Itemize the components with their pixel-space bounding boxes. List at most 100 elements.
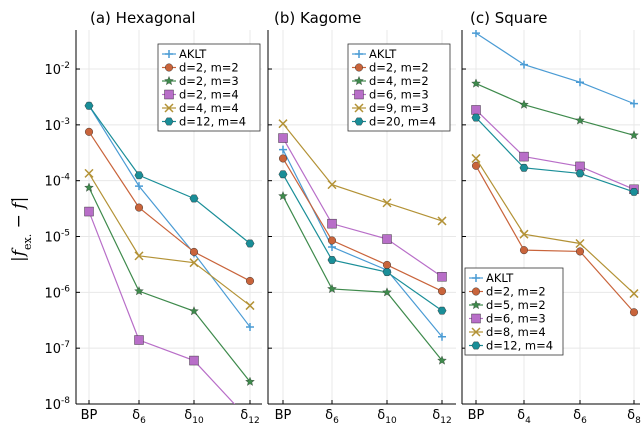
legend-box — [464, 267, 564, 356]
data-point — [134, 335, 144, 345]
legend-marker — [164, 63, 173, 72]
legend-marker — [471, 313, 481, 324]
legend-marker — [354, 75, 364, 86]
series-line — [475, 117, 635, 193]
data-point — [576, 78, 584, 87]
data-point — [327, 218, 337, 229]
y-tick-label: 10-5 — [44, 229, 70, 246]
legend-entry: d=20, m=4 — [369, 115, 436, 129]
data-point — [135, 182, 143, 191]
data-point — [630, 308, 639, 317]
data-point — [382, 198, 392, 208]
series-group — [84, 101, 255, 404]
legend-marker — [355, 63, 364, 72]
legend-entry: d=4, m=2 — [369, 74, 429, 88]
panel-title: (a) Hexagonal — [90, 9, 196, 27]
legend-entry: AKLT — [486, 271, 514, 285]
legend-marker — [165, 50, 173, 58]
series-line — [475, 109, 635, 190]
data-point — [520, 60, 528, 69]
series-line — [475, 32, 635, 105]
legend-entry: d=2, m=2 — [486, 285, 546, 299]
data-point — [189, 247, 198, 256]
data-point — [629, 130, 639, 140]
series-line — [475, 165, 635, 313]
x-tick-label: BP — [468, 408, 485, 423]
series-line — [88, 211, 236, 404]
y-tick-label: 10-8 — [44, 396, 70, 413]
legend-box — [347, 43, 451, 132]
panel-title: (c) Square — [470, 9, 548, 27]
data-point — [327, 256, 337, 264]
series-group — [278, 119, 447, 365]
y-tick-label: 10-4 — [44, 173, 70, 190]
series-group — [471, 30, 639, 317]
series-line — [88, 187, 251, 383]
data-point — [278, 119, 288, 129]
x-tick-label: δ6 — [325, 408, 339, 424]
data-point — [629, 188, 639, 196]
data-point — [84, 182, 94, 192]
series-line — [475, 82, 635, 136]
legend-entry: d=6, m=3 — [369, 88, 429, 102]
data-point — [437, 306, 447, 315]
x-tick-label: δ12 — [432, 408, 451, 424]
legend-box — [157, 43, 261, 132]
data-point — [84, 101, 94, 110]
x-tick-label: BP — [81, 408, 98, 423]
series-line — [282, 158, 443, 292]
x-tick-label: δ10 — [184, 408, 204, 424]
legend-marker — [472, 287, 481, 296]
legend-marker — [354, 103, 364, 113]
data-point — [519, 99, 529, 109]
legend-entry: d=6, m=3 — [486, 312, 546, 326]
data-point — [279, 154, 288, 163]
y-tick-label: 10-7 — [44, 340, 70, 357]
legend-entry: d=4, m=4 — [179, 101, 239, 115]
data-point — [189, 258, 199, 268]
legend-marker — [354, 117, 364, 126]
data-point — [437, 216, 447, 226]
legend-entry: d=8, m=4 — [486, 325, 546, 339]
data-point — [134, 171, 144, 180]
data-point — [134, 203, 143, 212]
series-line — [88, 105, 251, 244]
data-point — [519, 163, 529, 172]
data-point — [327, 283, 337, 294]
data-point — [575, 169, 585, 178]
series-line — [282, 149, 443, 338]
series-line — [282, 174, 443, 312]
legend-entry: AKLT — [179, 47, 207, 61]
legend-entry: d=12, m=4 — [179, 115, 246, 129]
data-point — [189, 194, 199, 203]
legend-marker — [164, 89, 174, 100]
data-point — [472, 30, 480, 38]
legend-entry: d=2, m=2 — [179, 61, 239, 75]
data-point — [279, 145, 287, 154]
legend-entry: d=5, m=2 — [486, 298, 546, 312]
panel-title: (b) Kagome — [274, 9, 361, 27]
data-point — [134, 251, 144, 261]
legend-entry: d=12, m=4 — [486, 339, 553, 353]
legend-entry: d=2, m=3 — [179, 74, 239, 88]
data-point — [472, 161, 481, 170]
panel-1: 10-8 10-7 10-6 10-5 10-4 10-3 10-2 BP δ6 δ10 δ12 (a… — [44, 9, 262, 424]
data-point — [471, 78, 481, 88]
data-point — [245, 239, 255, 248]
y-tick-label: 10-2 — [44, 61, 70, 78]
data-point — [575, 115, 585, 125]
data-point — [245, 376, 255, 386]
data-point — [189, 306, 199, 316]
x-tick-label: δ6 — [132, 408, 146, 424]
series-line — [282, 137, 443, 278]
data-point — [471, 153, 481, 163]
series-line — [475, 158, 635, 295]
data-point — [84, 206, 94, 217]
data-point — [84, 168, 94, 178]
x-tick-label: δ8 — [627, 408, 641, 424]
